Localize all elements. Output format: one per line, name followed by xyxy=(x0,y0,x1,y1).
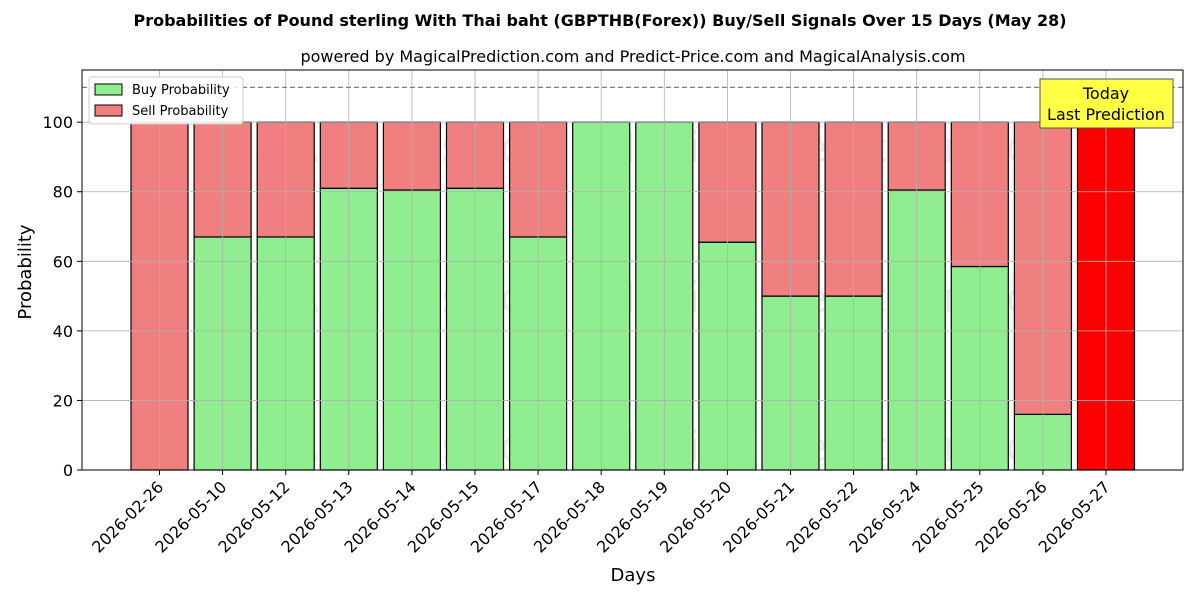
plot-frame xyxy=(81,69,1184,471)
y-axis-label: Probability xyxy=(15,224,36,319)
y-tick-label: 0 xyxy=(63,461,73,480)
legend-label: Buy Probability xyxy=(132,83,230,98)
y-tick-label: 60 xyxy=(53,252,73,271)
legend: Buy Probability Sell Probability xyxy=(88,76,244,125)
today-annotation: Today Last Prediction xyxy=(1039,78,1174,129)
plot-area: MagicalAnalysis.comMagicalPrediction.com… xyxy=(42,69,1184,557)
annotation-text: Today xyxy=(1082,84,1129,103)
legend-label: Sell Probability xyxy=(132,104,229,119)
y-tick-label: 20 xyxy=(53,391,73,410)
legend-swatch-buy xyxy=(94,83,123,96)
y-tick-label: 40 xyxy=(53,322,73,341)
chart-subtitle: powered by MagicalPrediction.com and Pre… xyxy=(300,47,965,66)
legend-box xyxy=(88,76,244,125)
legend-swatch-sell xyxy=(94,104,123,117)
x-axis-label: Days xyxy=(611,565,656,586)
y-tick-label: 80 xyxy=(53,183,73,202)
y-tick-label: 100 xyxy=(42,113,73,132)
chart-title: Probabilities of Pound sterling With Tha… xyxy=(133,11,1066,30)
annotation-text: Last Prediction xyxy=(1047,105,1165,124)
annotation-box xyxy=(1039,78,1174,129)
